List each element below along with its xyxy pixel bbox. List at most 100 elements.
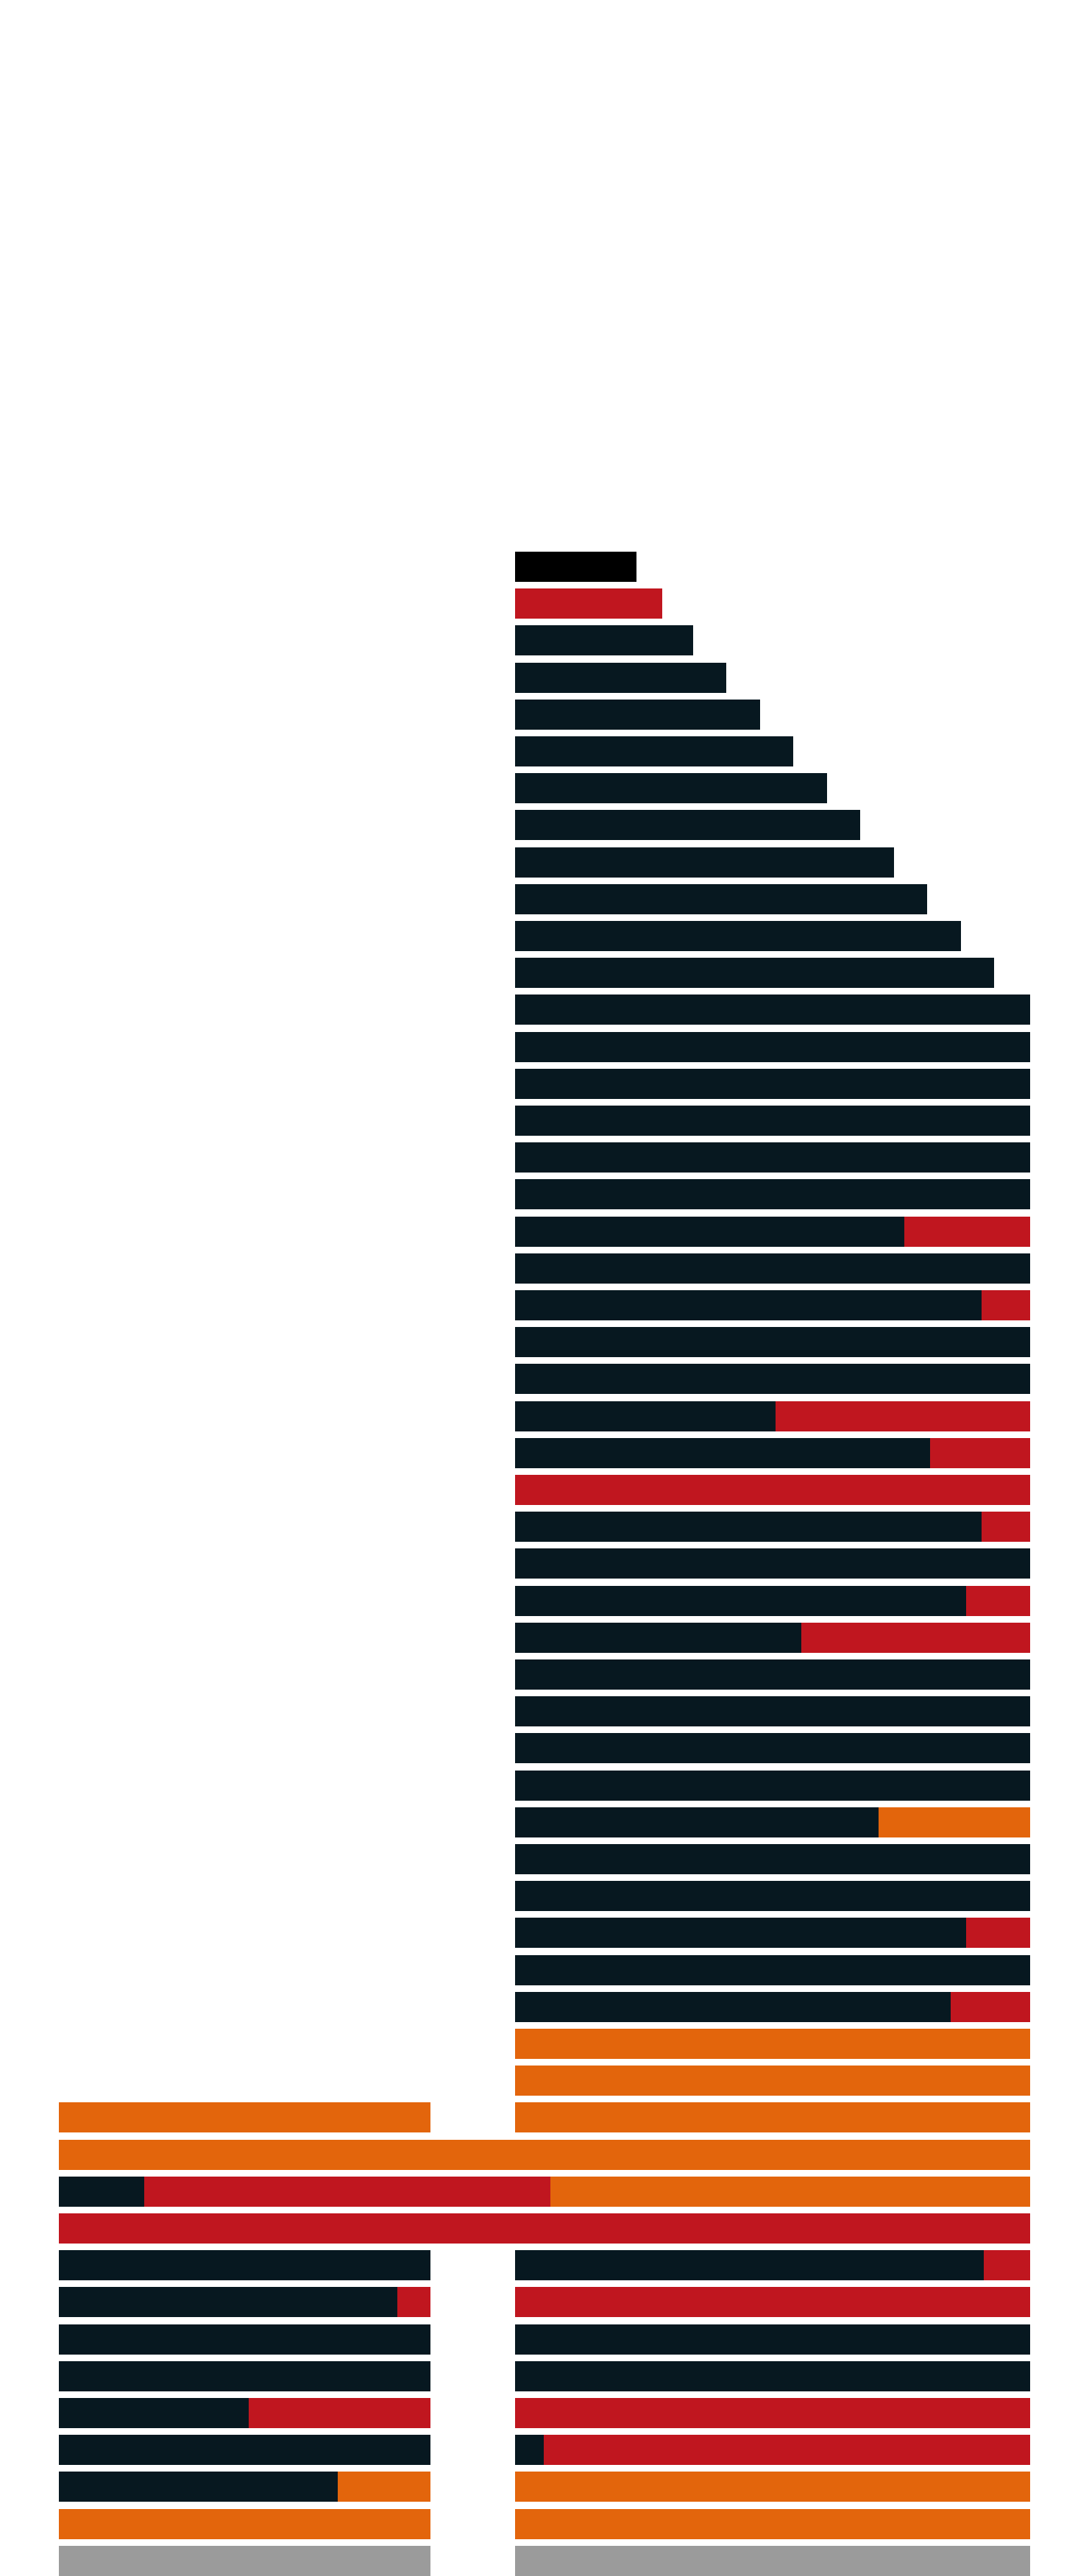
tower-floor [515, 1548, 1030, 1579]
tower-floor-segment-dark [515, 625, 693, 656]
tower-floor [515, 1954, 1030, 1985]
podium-right-floor [515, 2324, 1030, 2355]
podium-left-floor-segment-orange [59, 2102, 430, 2133]
tower-floor [515, 883, 927, 914]
tower-floor [515, 1696, 1030, 1727]
podium-left-floor [59, 2360, 430, 2391]
tower-floor [515, 1437, 1030, 1468]
podium-right-floor-segment-orange [515, 2472, 1030, 2502]
tower-floor [515, 1659, 1030, 1690]
podium-right-floor-segment-red [543, 2435, 1030, 2466]
podium-left-floor-segment-orange [59, 2508, 430, 2539]
tower-floor [515, 1068, 1030, 1099]
podium-left-floor-segment-dark [59, 2287, 397, 2318]
podium-right-floor-segment-orange [515, 2508, 1030, 2539]
tower-floor [515, 1142, 1030, 1173]
tower-floor [515, 995, 1030, 1025]
tower-floor-segment-dark [515, 1918, 966, 1949]
tower-floor [515, 1807, 1030, 1837]
tower-floor-segment-dark [515, 1991, 951, 2022]
tower-floor-segment-dark [515, 1696, 1030, 1727]
podium-floor-segment-red [144, 2176, 550, 2207]
podium-floor [59, 2213, 1030, 2244]
tower-floor-segment-dark [515, 1290, 982, 1320]
tower-floor [515, 625, 693, 656]
tower-floor-segment-red [981, 1512, 1030, 1543]
tower-floor [515, 1733, 1030, 1764]
tower-floor-segment-dark [515, 1327, 1030, 1358]
tower-floor-segment-dark [515, 1106, 1030, 1136]
tower-floor-segment-red [981, 1290, 1030, 1320]
tower-floor [515, 699, 760, 730]
tower-floor-segment-dark [515, 1253, 1030, 1284]
podium-right-floor [515, 2360, 1030, 2391]
podium-left-floor-segment-dark [59, 2398, 249, 2428]
podium-left-floor-segment-dark [59, 2472, 338, 2502]
tower-floor-segment-dark [515, 921, 961, 951]
tower-floor-segment-red [929, 1437, 1030, 1468]
podium-left-floor [59, 2545, 430, 2576]
podium-right-floor [515, 2435, 1030, 2466]
podium-floor [59, 2176, 1030, 2207]
tower-floor-segment-orange [878, 1807, 1030, 1837]
tower-floor-segment-dark [515, 1068, 1030, 1099]
tower-floor-segment-dark [515, 958, 994, 989]
tower-floor-segment-dark [515, 1770, 1030, 1801]
podium-right-floor-segment-dark [515, 2324, 1030, 2355]
podium-right-floor-segment-dark [515, 2435, 544, 2466]
tower-floor-segment-dark [515, 1548, 1030, 1579]
tower-floor [515, 1844, 1030, 1874]
podium-left-floor [59, 2324, 430, 2355]
tower-floor [515, 1585, 1030, 1616]
podium-left-floor-segment-dark [59, 2360, 430, 2391]
tower-floor-segment-dark [515, 1142, 1030, 1173]
tower-floor-segment-dark [515, 1437, 930, 1468]
tower-floor-segment-red [801, 1622, 1030, 1653]
tower-floor [515, 2066, 1030, 2096]
podium-right-floor-segment-dark [515, 2250, 984, 2281]
podium-right-floor-segment-red [515, 2398, 1030, 2428]
podium-floor-segment-red [59, 2213, 1030, 2244]
tower-floor [515, 1401, 1030, 1431]
podium-right-floor-segment-orange [515, 2102, 1030, 2133]
podium-right-floor [515, 2250, 1030, 2281]
tower-floor [515, 552, 636, 582]
tower-floor-segment-black [515, 552, 636, 582]
podium-floor [59, 2139, 1030, 2170]
tower-floor-segment-dark [515, 883, 927, 914]
podium-left-floor-segment-gray [59, 2545, 430, 2576]
tower-floor-segment-red [515, 1475, 1030, 1505]
tower-floor [515, 1364, 1030, 1395]
tower-floor-segment-dark [515, 995, 1030, 1025]
podium-floor-segment-orange [59, 2139, 1030, 2170]
tower-floor-segment-dark [515, 1031, 1030, 1062]
tower-floor [515, 1770, 1030, 1801]
podium-left-floor-segment-dark [59, 2250, 430, 2281]
tower-floor-segment-red [950, 1991, 1030, 2022]
podium-right-floor-segment-red [984, 2250, 1030, 2281]
tower-floor [515, 1216, 1030, 1247]
tower-floor [515, 662, 726, 693]
tower-floor-segment-dark [515, 1585, 966, 1616]
podium-right-floor [515, 2287, 1030, 2318]
tower-floor-segment-dark [515, 773, 827, 804]
tower-floor [515, 1622, 1030, 1653]
tower-floor-segment-dark [515, 1659, 1030, 1690]
tower-floor-segment-dark [515, 810, 860, 841]
tower-floor-segment-dark [515, 1401, 776, 1431]
tower-floor-segment-orange [515, 2029, 1030, 2059]
podium-left-floor [59, 2435, 430, 2466]
podium-floor-segment-dark [59, 2176, 145, 2207]
tower-floor-segment-red [515, 588, 662, 619]
tower-floor-segment-red [904, 1216, 1030, 1247]
tower-floor-segment-dark [515, 1954, 1030, 1985]
tower-floor [515, 588, 662, 619]
tower-floor-segment-dark [515, 847, 894, 878]
podium-left-floor-segment-red [248, 2398, 430, 2428]
tower-floor [515, 1253, 1030, 1284]
tower-floor [515, 1991, 1030, 2022]
podium-right-floor [515, 2545, 1030, 2576]
tower-floor [515, 1475, 1030, 1505]
tower-floor-segment-dark [515, 1364, 1030, 1395]
